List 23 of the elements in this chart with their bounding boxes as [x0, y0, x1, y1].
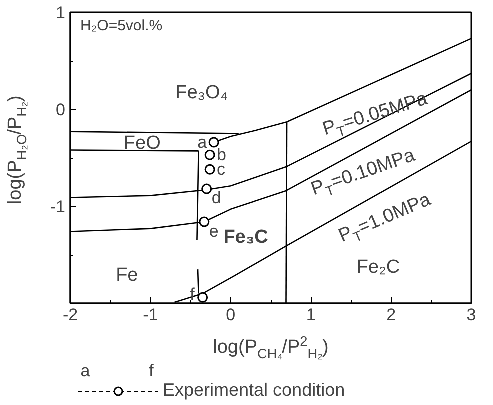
- x-tick-label: 2: [386, 306, 396, 324]
- legend-label: Experimental condition: [163, 380, 346, 401]
- annotation: Fe₂C: [356, 257, 400, 278]
- y-tick-label: 0: [56, 100, 66, 120]
- y-tick-label: -1: [50, 198, 66, 216]
- x-tick-label: 0: [226, 306, 236, 324]
- x-tick-label: -2: [62, 306, 78, 324]
- data-label: e: [209, 222, 219, 242]
- x-tick-label: 3: [466, 306, 476, 324]
- text: a: [80, 362, 90, 380]
- x-tick-label: -1: [143, 306, 158, 324]
- data-label: a: [198, 132, 208, 152]
- y-tick-label: 1: [56, 4, 66, 22]
- annotation: PT=0.05MPa: [320, 88, 430, 140]
- data-label: d: [212, 188, 222, 208]
- text: f: [149, 362, 154, 380]
- annotation: Fe₃C: [224, 227, 269, 248]
- annotation: H₂O=5vol.%: [80, 18, 163, 34]
- x-tick-label: 1: [306, 306, 316, 324]
- annotation: FeO: [124, 132, 161, 154]
- annotation: Fe₃O₄: [176, 82, 228, 104]
- annotation: Fe: [116, 264, 138, 286]
- y-axis-title: log(PH₂O/PH₂): [5, 96, 30, 205]
